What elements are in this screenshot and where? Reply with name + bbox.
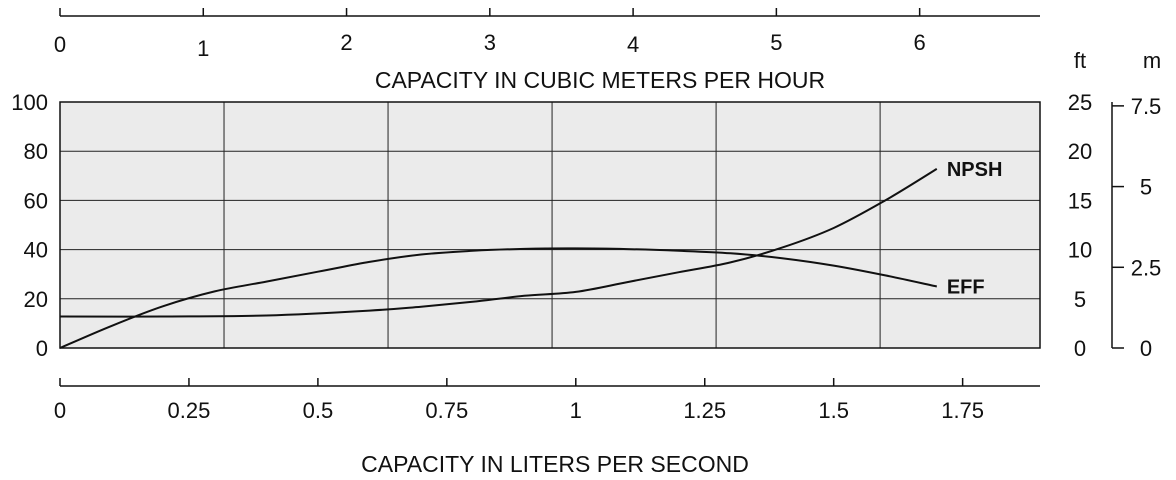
bottom-axis-title: CAPACITY IN LITERS PER SECOND (361, 451, 749, 477)
left-axis-tick-label: 20 (24, 287, 48, 312)
ft-axis-title: ft (1074, 48, 1086, 73)
bottom-axis-tick-label: 1.25 (683, 398, 726, 423)
top-axis-title: CAPACITY IN CUBIC METERS PER HOUR (375, 67, 825, 93)
npsh-curve (59, 168, 938, 318)
bottom-axis-tick-label: 0.5 (303, 398, 334, 423)
eff-label: EFF (947, 277, 985, 299)
bottom-axis-tick-label: 1 (570, 398, 582, 423)
left-axis-tick-label: 60 (24, 188, 48, 213)
gridlines (60, 102, 1040, 348)
m-axis-tick-label: 5 (1140, 175, 1152, 200)
m-axis-title: m (1143, 48, 1161, 73)
plot-area (60, 102, 1040, 348)
left-axis: 0 20 40 60 80 100 (11, 90, 48, 361)
top-axis-tick-label: 6 (914, 30, 926, 55)
left-axis-tick-label: 80 (24, 139, 48, 164)
m-axis: 0 2.5 5 7.5 (1111, 94, 1162, 361)
eff-curve (59, 247, 938, 349)
top-axis-tick-label: 1 (197, 36, 209, 61)
left-axis-tick-label: 40 (24, 238, 48, 263)
npsh-label: NPSH (947, 159, 1003, 181)
ft-axis-tick-label: 10 (1068, 238, 1092, 263)
plot-frame (59, 101, 1041, 349)
bottom-axis-tick-label: 0.75 (425, 398, 468, 423)
m-axis-tick-label: 2.5 (1131, 255, 1162, 280)
ft-axis-tick-label: 25 (1068, 90, 1092, 115)
ft-axis-tick-label: 20 (1068, 139, 1092, 164)
left-axis-tick-label: 0 (36, 336, 48, 361)
top-axis-tick-label: 2 (340, 30, 352, 55)
top-axis-tick-label: 0 (54, 32, 66, 57)
m-axis-tick-label: 0 (1140, 336, 1152, 361)
bottom-axis-tick-label: 1.5 (818, 398, 849, 423)
series-group: EFF NPSH (59, 159, 1003, 349)
bottom-axis: 0 0.25 0.5 0.75 1 1.25 1.5 1.75 (54, 378, 1040, 423)
ft-axis-tick-label: 15 (1068, 188, 1092, 213)
bottom-axis-tick-label: 0.25 (168, 398, 211, 423)
ft-axis-tick-label: 0 (1074, 336, 1086, 361)
ft-axis: 0 5 10 15 20 25 (1068, 90, 1092, 361)
top-axis: 0 1 2 3 4 5 6 (54, 8, 1040, 61)
top-axis-tick-label: 3 (484, 30, 496, 55)
top-axis-tick-label: 4 (627, 32, 639, 57)
bottom-axis-tick-label: 1.75 (941, 398, 984, 423)
bottom-axis-tick-label: 0 (54, 398, 66, 423)
left-axis-tick-label: 100 (11, 90, 48, 115)
ft-axis-tick-label: 5 (1074, 287, 1086, 312)
top-axis-tick-label: 5 (770, 30, 782, 55)
m-axis-tick-label: 7.5 (1131, 94, 1162, 119)
